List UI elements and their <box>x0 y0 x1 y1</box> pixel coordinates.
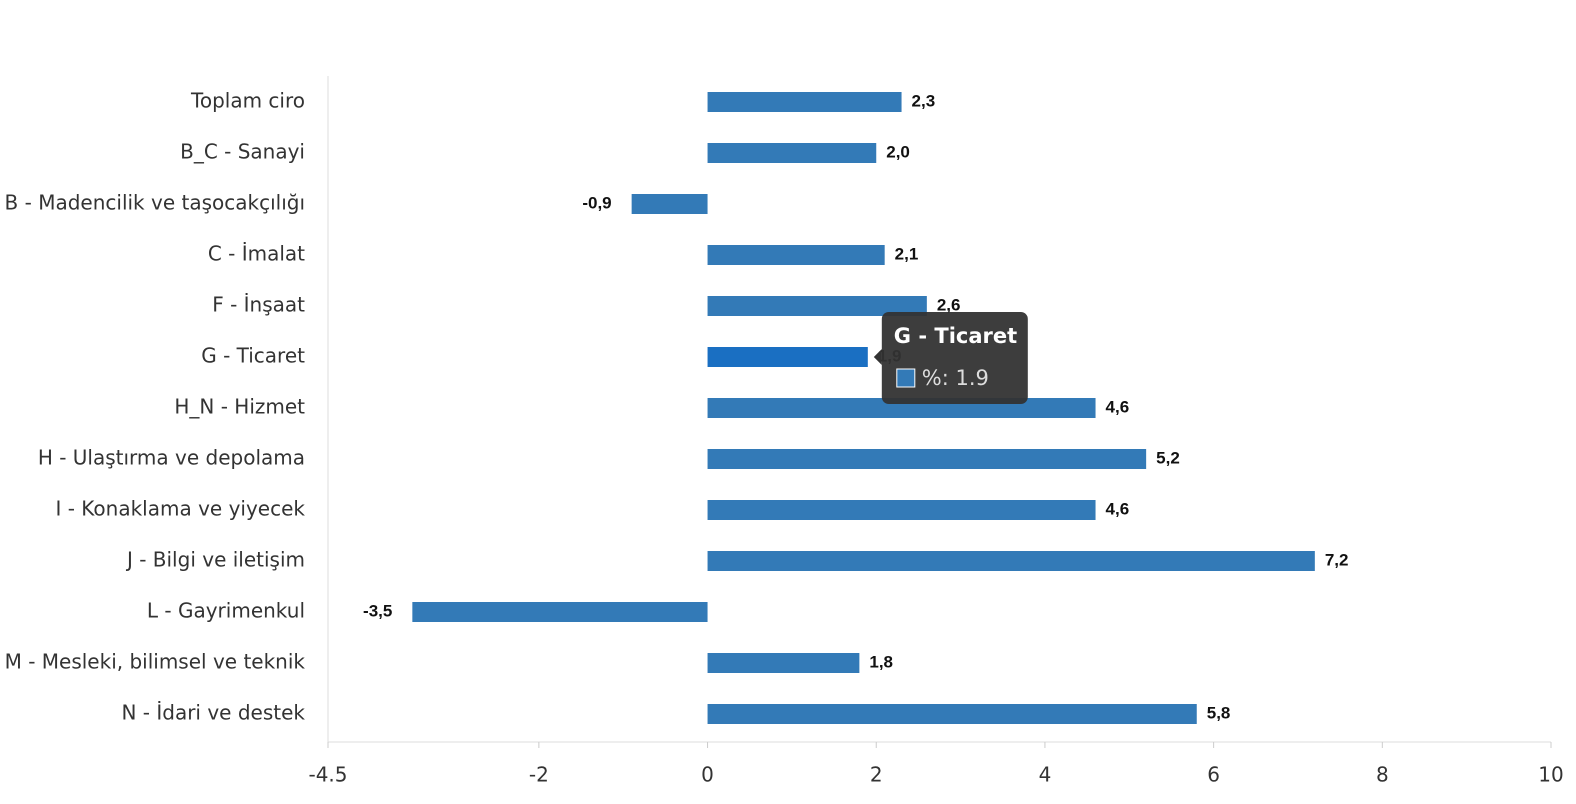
x-tick-label: 2 <box>870 763 883 787</box>
tooltip: G - Ticaret %: 1.9 <box>873 312 1028 404</box>
category-label: C - İmalat <box>208 242 305 266</box>
bar <box>707 347 868 367</box>
bar <box>412 602 708 622</box>
bar <box>631 194 708 214</box>
value-label: 1,8 <box>869 652 893 671</box>
value-label: 5,8 <box>1207 703 1231 722</box>
bar <box>707 653 860 673</box>
bar <box>707 296 927 316</box>
category-label: J - Bilgi ve iletişim <box>125 548 305 572</box>
value-label: 4,6 <box>1106 499 1130 518</box>
x-tick-label: 10 <box>1538 763 1563 787</box>
bar <box>707 704 1197 724</box>
tooltip-swatch <box>896 368 916 388</box>
category-label: N - İdari ve destek <box>121 701 305 725</box>
bar <box>707 92 902 112</box>
category-label: H - Ulaştırma ve depolama <box>38 446 305 470</box>
tooltip-title: G - Ticaret <box>894 324 1017 348</box>
x-tick-label: -2 <box>529 763 549 787</box>
bar <box>707 449 1147 469</box>
category-label: B - Madencilik ve taşocakçılığı <box>5 191 305 215</box>
x-tick-label: 6 <box>1207 763 1220 787</box>
category-label: Toplam ciro <box>190 89 305 113</box>
tooltip-box <box>881 312 1028 404</box>
category-label: G - Ticaret <box>201 344 305 368</box>
value-label: 2,3 <box>912 91 936 110</box>
bar <box>707 500 1096 520</box>
x-tick-label: 8 <box>1376 763 1389 787</box>
x-tick-label: -4.5 <box>308 763 347 787</box>
value-label: 7,2 <box>1325 550 1349 569</box>
category-label: F - İnşaat <box>212 293 305 317</box>
category-label: H_N - Hizmet <box>174 395 305 419</box>
bar <box>707 551 1315 571</box>
value-label: 5,2 <box>1156 448 1180 467</box>
value-label: 2,6 <box>937 295 961 314</box>
value-label: 2,1 <box>895 244 919 263</box>
value-label: -3,5 <box>363 601 392 620</box>
category-label: M - Mesleki, bilimsel ve teknik <box>5 650 306 674</box>
value-label: 4,6 <box>1106 397 1130 416</box>
tooltip-text: %: 1.9 <box>922 366 989 390</box>
value-label: -0,9 <box>582 193 611 212</box>
x-tick-label: 0 <box>701 763 714 787</box>
bar <box>707 245 885 265</box>
value-label: 2,0 <box>886 142 910 161</box>
category-label: B_C - Sanayi <box>180 140 305 164</box>
x-tick-label: 4 <box>1039 763 1052 787</box>
category-label: L - Gayrimenkul <box>147 599 305 623</box>
category-label: I - Konaklama ve yiyecek <box>55 497 305 521</box>
tooltip-arrow <box>873 349 882 365</box>
bar <box>707 143 877 163</box>
